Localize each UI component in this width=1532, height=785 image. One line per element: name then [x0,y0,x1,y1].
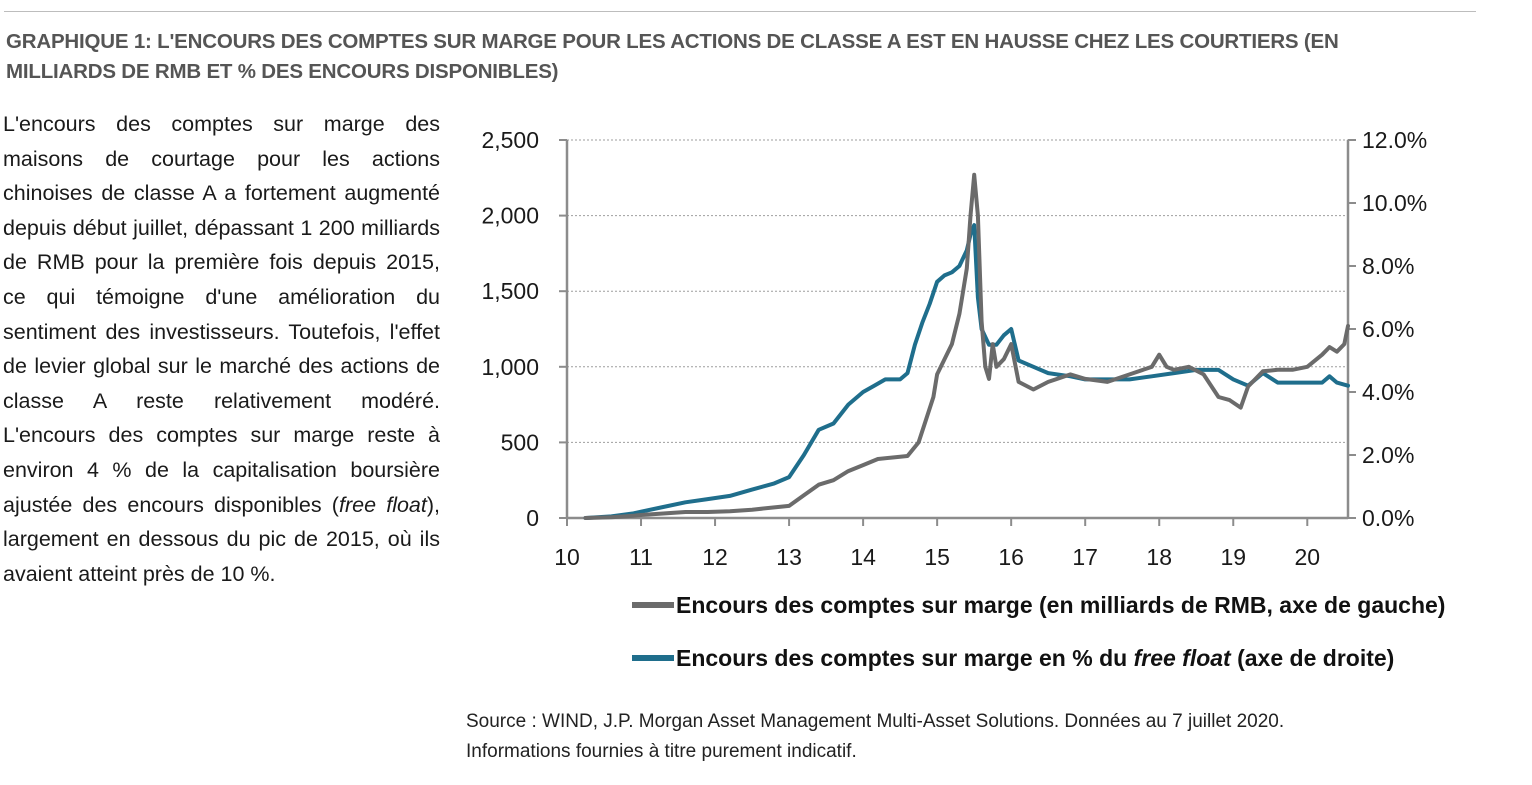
axes [559,139,1356,526]
series-line-blue [583,223,1350,520]
series-line-gray [583,172,1350,520]
legend-item-blue: Encours des comptes sur marge en % du fr… [632,645,1532,672]
legend-label-blue-2: (axe de droite) [1230,645,1395,671]
legend-label-blue-italic: free float [1133,645,1231,671]
left-tick-label: 0 [526,505,539,531]
source-line-2: Informations fournies à titre purement i… [466,741,857,762]
legend-swatch-gray [632,601,674,608]
series-lines [583,172,1350,520]
x-tick-label: 16 [998,544,1024,570]
left-tick-label: 2,500 [481,127,539,153]
left-tick-label: 500 [501,429,539,455]
right-tick-label: 10.0% [1362,190,1427,216]
right-tick-label: 6.0% [1362,316,1414,342]
x-tick-label: 17 [1072,544,1098,570]
commentary-italic: free float [338,492,427,517]
commentary-text-1: L'encours des comptes sur marge des mais… [3,112,440,517]
commentary-paragraph: L'encours des comptes sur marge des mais… [3,107,440,591]
right-tick-label: 2.0% [1362,442,1414,468]
left-tick-label: 1,000 [481,354,539,380]
x-tick-label: 18 [1146,544,1172,570]
legend-label-blue-1: Encours des comptes sur marge en % du [676,645,1134,671]
left-tick-label: 2,000 [481,203,539,229]
x-tick-label: 19 [1220,544,1246,570]
commentary-text-2: ), largement en dessous du pic de 2015, … [3,492,440,586]
x-tick-label: 13 [776,544,802,570]
right-tick-label: 0.0% [1362,505,1414,531]
right-tick-label: 4.0% [1362,379,1414,405]
tick-labels: 0 500 1,000 1,500 2,000 2,500 0.0% 2.0% 4.0% 6.0%… [481,127,1427,570]
x-tick-label: 20 [1294,544,1320,570]
x-tick-label: 11 [629,544,653,570]
left-tick-label: 1,500 [481,278,539,304]
margin-chart: 0 500 1,000 1,500 2,000 2,500 0.0% 2.0% 4.0% 6.0%… [481,127,1427,570]
x-tick-label: 12 [702,544,728,570]
x-tick-label: 14 [850,544,876,570]
legend-swatch-blue [632,654,674,661]
x-tick-label: 15 [924,544,950,570]
source-line-1: Source : WIND, J.P. Morgan Asset Managem… [466,711,1285,732]
x-tick-label: 10 [554,544,580,570]
top-rule [4,11,1476,12]
legend-label-gray: Encours des comptes sur marge (en millia… [676,592,1446,618]
chart-heading: GRAPHIQUE 1: L'ENCOURS DES COMPTES SUR M… [6,30,1339,83]
gridlines [567,139,1348,443]
legend-item-gray: Encours des comptes sur marge (en millia… [632,592,1532,619]
source-note: Source : WIND, J.P. Morgan Asset Managem… [466,707,1284,767]
right-tick-label: 8.0% [1362,253,1414,279]
right-tick-label: 12.0% [1362,127,1427,153]
